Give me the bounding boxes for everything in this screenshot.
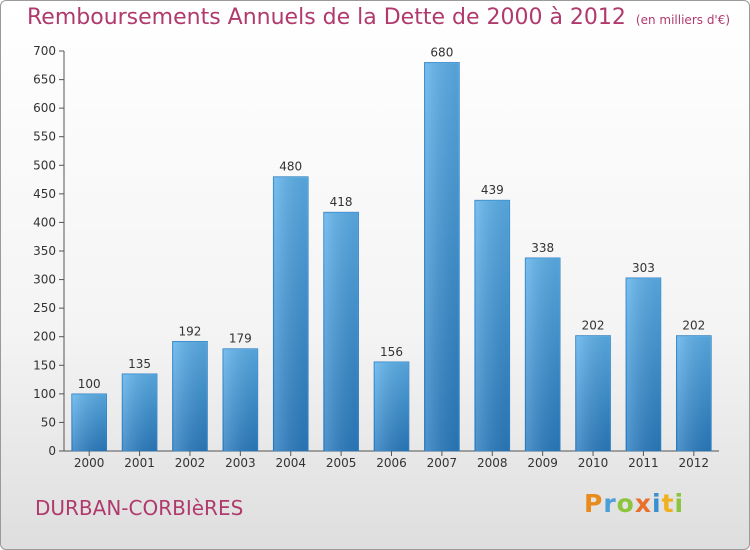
bar-highlight-2000 bbox=[72, 394, 106, 451]
title-unit: (en milliers d'€) bbox=[635, 13, 731, 27]
y-tick-label-450: 450 bbox=[33, 187, 56, 201]
x-tick-label-2001: 2001 bbox=[124, 456, 155, 470]
data-label-2003: 179 bbox=[229, 332, 252, 346]
x-tick-label-2003: 2003 bbox=[225, 456, 256, 470]
x-tick-label-2002: 2002 bbox=[175, 456, 206, 470]
data-label-2002: 192 bbox=[179, 324, 202, 338]
logo-letter: r bbox=[603, 489, 617, 518]
y-tick-label-350: 350 bbox=[33, 244, 56, 258]
logo-letter: x bbox=[634, 489, 652, 518]
x-tick-label-2008: 2008 bbox=[477, 456, 508, 470]
y-tick-label-150: 150 bbox=[33, 358, 56, 372]
chart-title: Remboursements Annuels de la Dette de 20… bbox=[27, 5, 730, 30]
bar-highlight-2005 bbox=[324, 213, 358, 451]
bar-highlight-2007 bbox=[425, 63, 459, 452]
y-tick-label-0: 0 bbox=[48, 444, 56, 458]
x-tick-label-2009: 2009 bbox=[527, 456, 558, 470]
logo-letter: i bbox=[652, 489, 662, 518]
bars-group: 100 135 192 179 480 418 156 680 439 338 202 303 202 bbox=[71, 45, 712, 452]
y-tick-label-200: 200 bbox=[33, 330, 56, 344]
logo-letter: P bbox=[584, 489, 604, 518]
bar-highlight-2004 bbox=[274, 177, 308, 451]
x-tick-label-2007: 2007 bbox=[427, 456, 458, 470]
x-tick-label-2005: 2005 bbox=[326, 456, 357, 470]
data-label-2012: 202 bbox=[682, 319, 705, 333]
data-label-2006: 156 bbox=[380, 345, 403, 359]
y-tick-label-400: 400 bbox=[33, 215, 56, 229]
logo-letter: o bbox=[616, 489, 635, 518]
y-tick-label-300: 300 bbox=[33, 273, 56, 287]
x-tick-label-2000: 2000 bbox=[74, 456, 105, 470]
logo-letter: t bbox=[661, 489, 675, 518]
title-text: Remboursements Annuels de la Dette de 20… bbox=[27, 5, 626, 30]
proxiti-logo: Proxiti bbox=[584, 489, 684, 518]
bar-highlight-2011 bbox=[626, 278, 660, 451]
y-tick-label-500: 500 bbox=[33, 158, 56, 172]
y-tick-label-700: 700 bbox=[33, 44, 56, 58]
data-label-2010: 202 bbox=[582, 319, 605, 333]
bar-highlight-2002 bbox=[173, 342, 207, 451]
y-tick-label-600: 600 bbox=[33, 101, 56, 115]
data-label-2005: 418 bbox=[330, 195, 353, 209]
axes: 0 50 100 150 200 250 300 350 400 450 500 550 600 650 7… bbox=[33, 44, 719, 470]
x-tick-label-2010: 2010 bbox=[578, 456, 609, 470]
data-label-2011: 303 bbox=[632, 261, 655, 275]
data-label-2001: 135 bbox=[128, 357, 151, 371]
logo-letter: i bbox=[674, 489, 685, 518]
bar-highlight-2001 bbox=[123, 374, 157, 451]
y-tick-label-650: 650 bbox=[33, 73, 56, 87]
bar-highlight-2009 bbox=[526, 258, 560, 451]
x-tick-label-2012: 2012 bbox=[679, 456, 710, 470]
commune-name: DURBAN-CORBIèRES bbox=[35, 496, 244, 520]
bar-highlight-2008 bbox=[475, 201, 509, 451]
data-label-2007: 680 bbox=[430, 45, 453, 59]
bar-highlight-2006 bbox=[375, 362, 408, 451]
y-tick-label-100: 100 bbox=[33, 387, 56, 401]
bar-highlight-2010 bbox=[576, 336, 610, 451]
data-label-2004: 480 bbox=[279, 160, 302, 174]
y-tick-label-250: 250 bbox=[33, 301, 56, 315]
bar-highlight-2003 bbox=[223, 349, 257, 451]
x-tick-label-2011: 2011 bbox=[628, 456, 659, 470]
x-tick-label-2004: 2004 bbox=[275, 456, 306, 470]
x-tick-label-2006: 2006 bbox=[376, 456, 407, 470]
bar-highlight-2012 bbox=[677, 336, 711, 451]
y-tick-label-50: 50 bbox=[41, 415, 56, 429]
data-label-2000: 100 bbox=[78, 377, 101, 391]
data-label-2008: 439 bbox=[481, 183, 504, 197]
data-label-2009: 338 bbox=[531, 241, 554, 255]
y-tick-label-550: 550 bbox=[33, 130, 56, 144]
